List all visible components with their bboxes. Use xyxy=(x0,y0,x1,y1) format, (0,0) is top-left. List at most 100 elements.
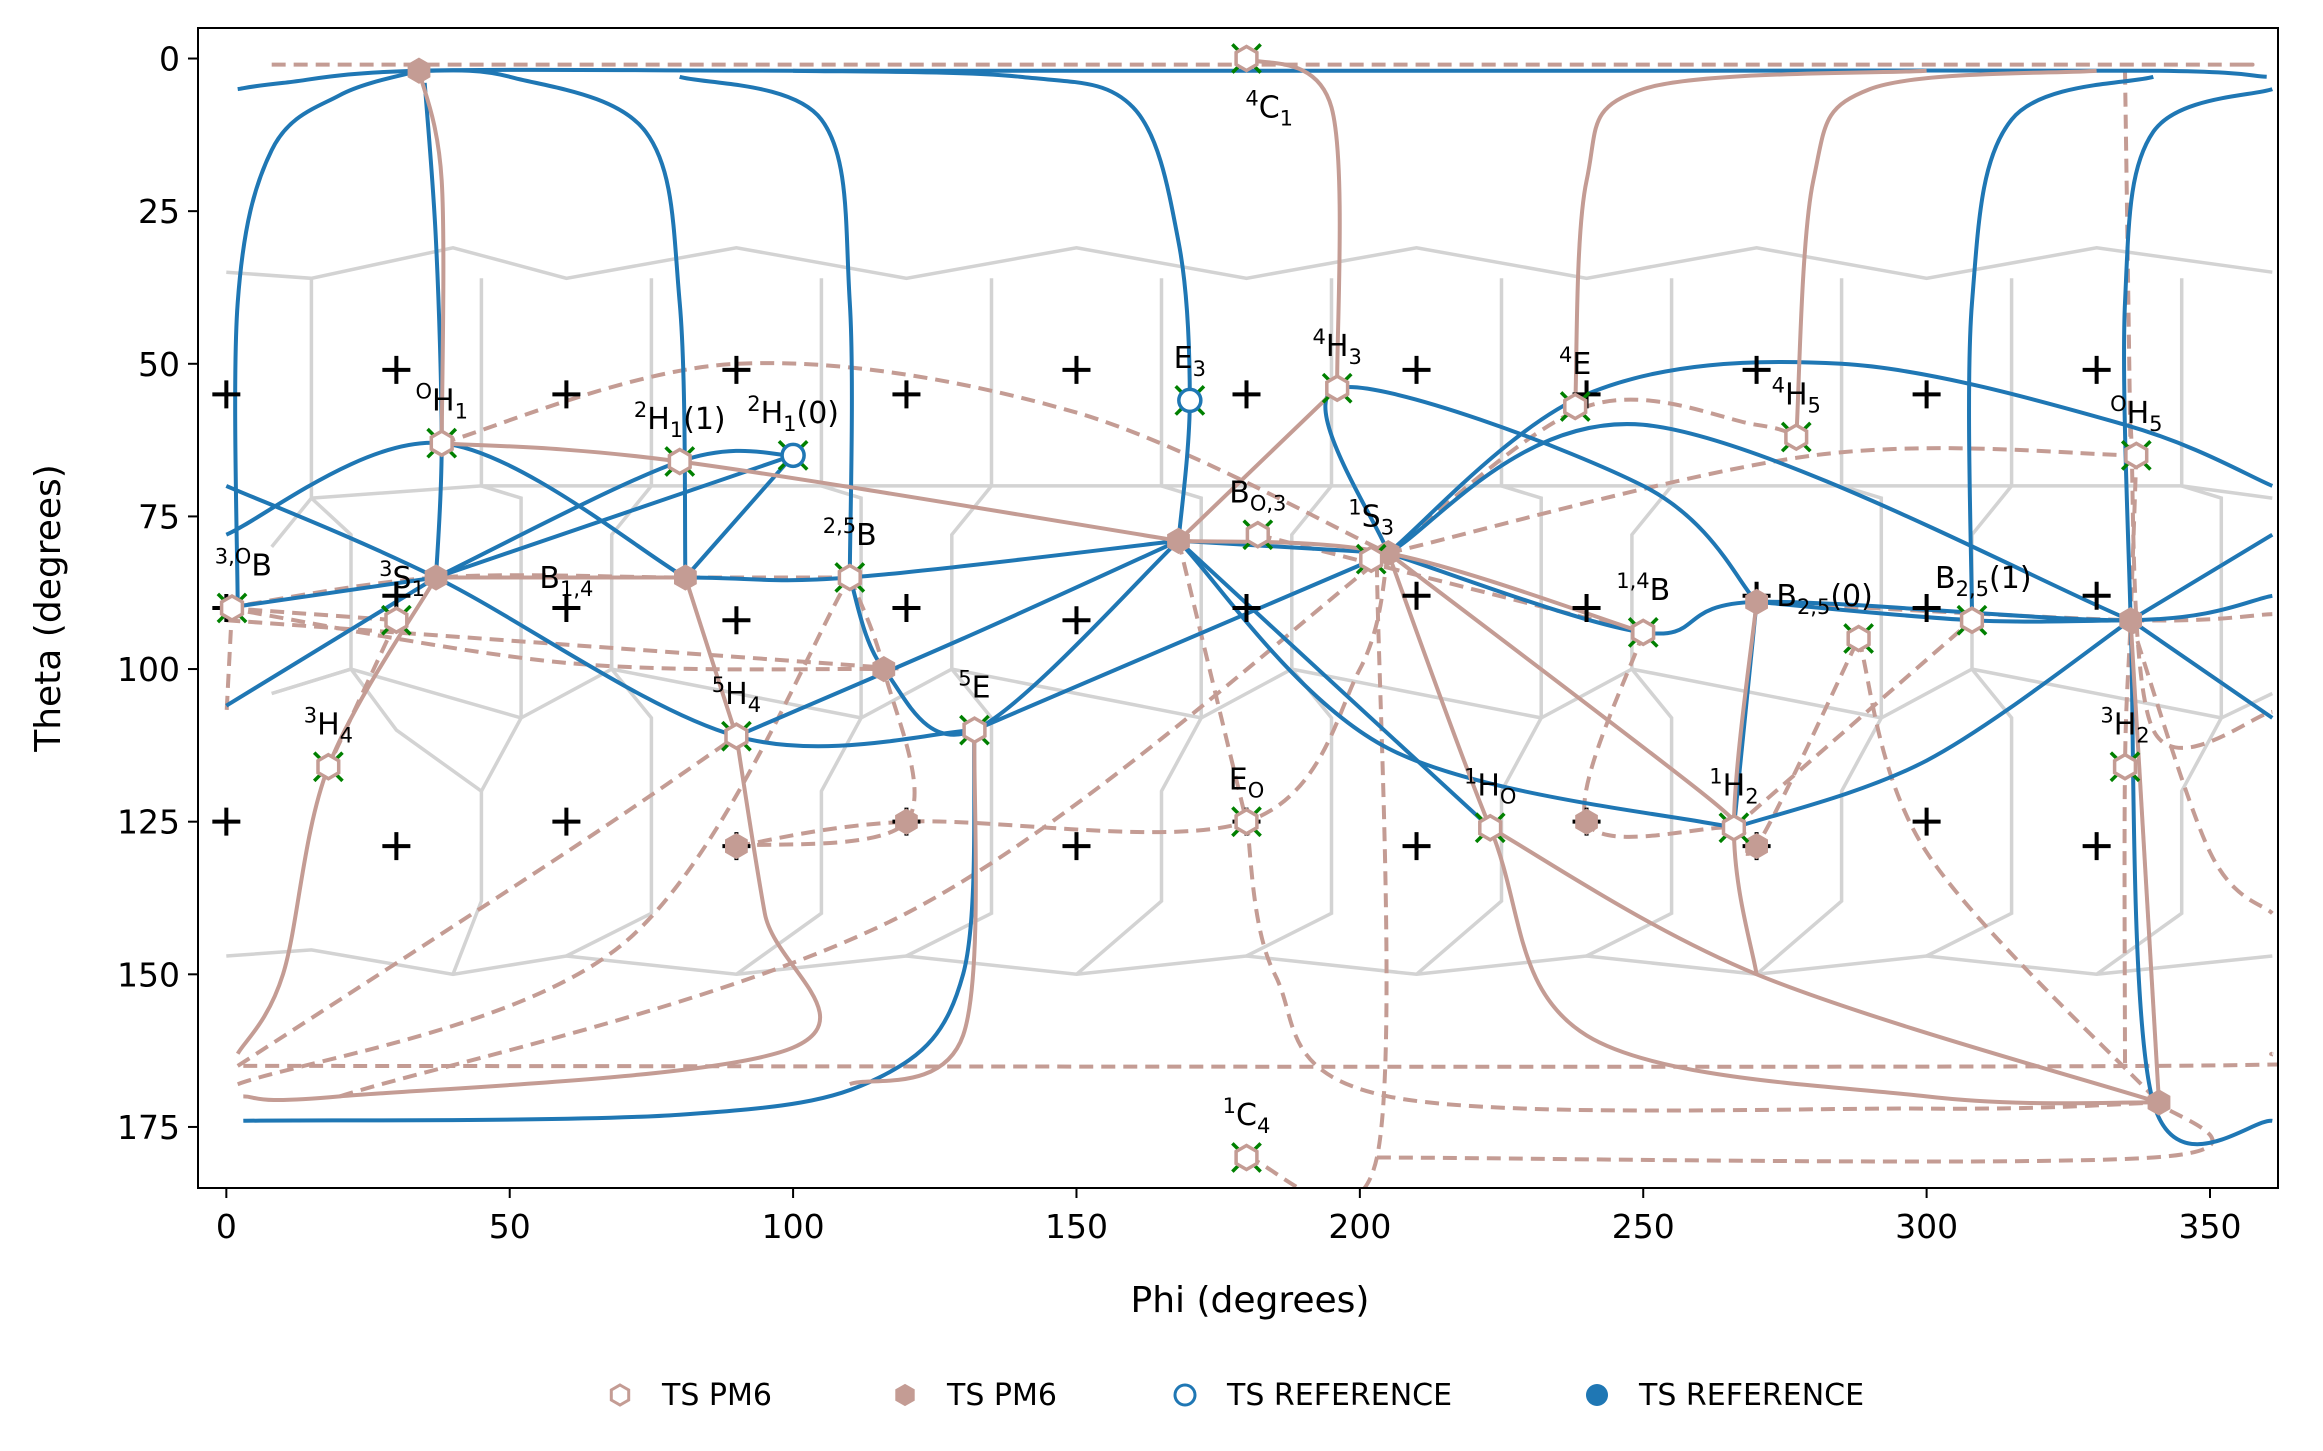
pm6-solid-path-10 xyxy=(1245,56,1342,389)
ts-point-24 xyxy=(2109,751,2141,783)
ts-point-11 xyxy=(1174,385,1206,416)
voronoi-grid xyxy=(226,246,2274,977)
sample-marker-2 xyxy=(552,380,581,409)
x-tick-label-0: 0 xyxy=(216,1207,237,1246)
pm6-solid-path-16 xyxy=(1489,826,2160,1105)
pm6-solid-paths xyxy=(235,56,2161,1106)
ts-point-17 xyxy=(1474,812,1506,844)
y-tick-label-7: 175 xyxy=(117,1108,180,1147)
reference-path-6 xyxy=(435,453,794,580)
ts-points xyxy=(216,43,2171,1173)
pm6-solid-path-15 xyxy=(849,730,978,1087)
pm6-dashed-path-6 xyxy=(441,361,1390,555)
reference-path-2 xyxy=(422,82,444,578)
sample-marker-9 xyxy=(1742,355,1771,384)
y-tick-label-6: 150 xyxy=(117,955,180,994)
legend-label-1: TS PM6 xyxy=(946,1378,1057,1413)
pm6-solid-path-1 xyxy=(417,70,446,444)
ts-point-21 xyxy=(1843,623,1874,654)
x-tick-label-5: 250 xyxy=(1612,1207,1675,1246)
pm6-dashed-path-4 xyxy=(224,607,234,719)
reference-path-28 xyxy=(2129,618,2274,720)
ts-label-21: B2,5(0) xyxy=(1776,579,1873,619)
x-tick-label-1: 50 xyxy=(489,1207,531,1246)
reference-path-22 xyxy=(1387,422,2132,623)
legend-item-1: TS PM6 xyxy=(895,1378,1057,1413)
reference-path-1 xyxy=(233,68,420,609)
pm6-filled-point-2 xyxy=(674,564,697,591)
reference-path-26 xyxy=(1733,618,2132,830)
reference-path-16 xyxy=(243,730,977,1123)
ts-label-8: 2,5B xyxy=(823,514,877,553)
ts-point-19 xyxy=(1627,617,1659,648)
ts-label-7: 3H4 xyxy=(304,703,353,747)
sample-marker-22 xyxy=(1912,594,1941,622)
legend: TS PM6 TS PM6 TS REFERENCE TS REFERENCE xyxy=(609,1378,1864,1413)
pm6-dashed-path-3 xyxy=(226,618,907,672)
sample-marker-15 xyxy=(722,606,751,635)
x-axis-ticks: 0 50 100 150 200 250 300 350 xyxy=(216,1188,2241,1246)
ts-label-25: B1,4 xyxy=(539,561,593,601)
sample-marker-34 xyxy=(1912,807,1941,836)
ts-point-9 xyxy=(721,720,752,752)
pm6-dashed-path-2 xyxy=(225,606,884,672)
ts-label-13: 4E xyxy=(1559,343,1591,382)
ts-point-1 xyxy=(1231,1142,1262,1173)
reference-path-29 xyxy=(1967,74,2154,621)
pm6-solid-path-2 xyxy=(683,576,739,737)
x-tick-label-3: 150 xyxy=(1045,1207,1108,1246)
legend-item-3: TS REFERENCE xyxy=(1586,1378,1864,1413)
ts-label-4: 2H1(0) xyxy=(747,392,839,436)
sample-marker-0 xyxy=(212,380,241,409)
pm6-dashed-path-19 xyxy=(1376,1101,2215,1164)
ts-point-16 xyxy=(1231,806,1262,838)
ts-label-14: BO,3 xyxy=(1229,475,1286,515)
pm6-filled-point-8 xyxy=(2147,1089,2171,1116)
legend-item-2: TS REFERENCE xyxy=(1173,1378,1452,1413)
reference-path-19 xyxy=(1177,539,1735,830)
y-tick-label-5: 125 xyxy=(117,803,180,842)
ts-label-1: 1C4 xyxy=(1223,1094,1271,1138)
pm6-filled-point-0 xyxy=(407,57,431,84)
pm6-filled-point-4 xyxy=(1167,527,1190,554)
y-tick-label-2: 50 xyxy=(138,345,180,384)
reference-path-30 xyxy=(2122,87,2273,621)
ts-label-6: 3S1 xyxy=(379,557,425,601)
ts-point-3 xyxy=(664,446,696,477)
ts-point-labels: 4C1 1C4 OH1 2H1(1) 2H1(0) 3,OB 3S1 3H4 2,5B 5H4 5E… xyxy=(215,87,2163,1138)
pm6-filled-point-7 xyxy=(2119,607,2142,634)
sample-marker-35 xyxy=(2082,832,2111,861)
sample-marker-10 xyxy=(1912,380,1941,409)
ts-label-24: 3H2 xyxy=(2100,703,2149,747)
ts-label-3: 2H1(1) xyxy=(634,398,726,442)
pm6-filled-point-12 xyxy=(1745,832,1768,860)
reference-path-20 xyxy=(1323,385,1759,604)
ts-point-13 xyxy=(1559,391,1591,422)
sample-marker-1 xyxy=(382,355,411,384)
ts-label-18: 4H5 xyxy=(1772,374,1821,418)
legend-item-0: TS PM6 xyxy=(609,1378,772,1413)
reference-path-18 xyxy=(1177,539,1492,830)
ts-point-18 xyxy=(1780,421,1812,453)
ts-point-7 xyxy=(312,751,344,783)
ts-point-20 xyxy=(1718,812,1750,844)
pm6-dashed-path-7 xyxy=(736,576,917,849)
ts-point-14 xyxy=(1242,519,1274,551)
sample-marker-19 xyxy=(1402,581,1431,610)
y-tick-label-0: 0 xyxy=(159,40,180,79)
sample-marker-26 xyxy=(552,807,581,836)
ts-label-9: 5H4 xyxy=(712,673,761,717)
pm6-dashed-path-13 xyxy=(1756,599,2273,623)
reference-path-23 xyxy=(973,551,1389,732)
sample-marker-24 xyxy=(212,807,241,836)
reference-path-14 xyxy=(735,538,1180,739)
pm6-solid-path-14 xyxy=(243,735,822,1103)
ts-label-15: 1S3 xyxy=(1348,496,1394,540)
x-tick-label-4: 200 xyxy=(1328,1207,1391,1246)
ts-label-0: 4C1 xyxy=(1245,87,1293,131)
voronoi-edge-0 xyxy=(226,246,2273,281)
reference-path-3 xyxy=(418,68,688,578)
sample-marker-25 xyxy=(382,832,411,861)
pm6-dashed-path-25 xyxy=(2128,619,2274,915)
